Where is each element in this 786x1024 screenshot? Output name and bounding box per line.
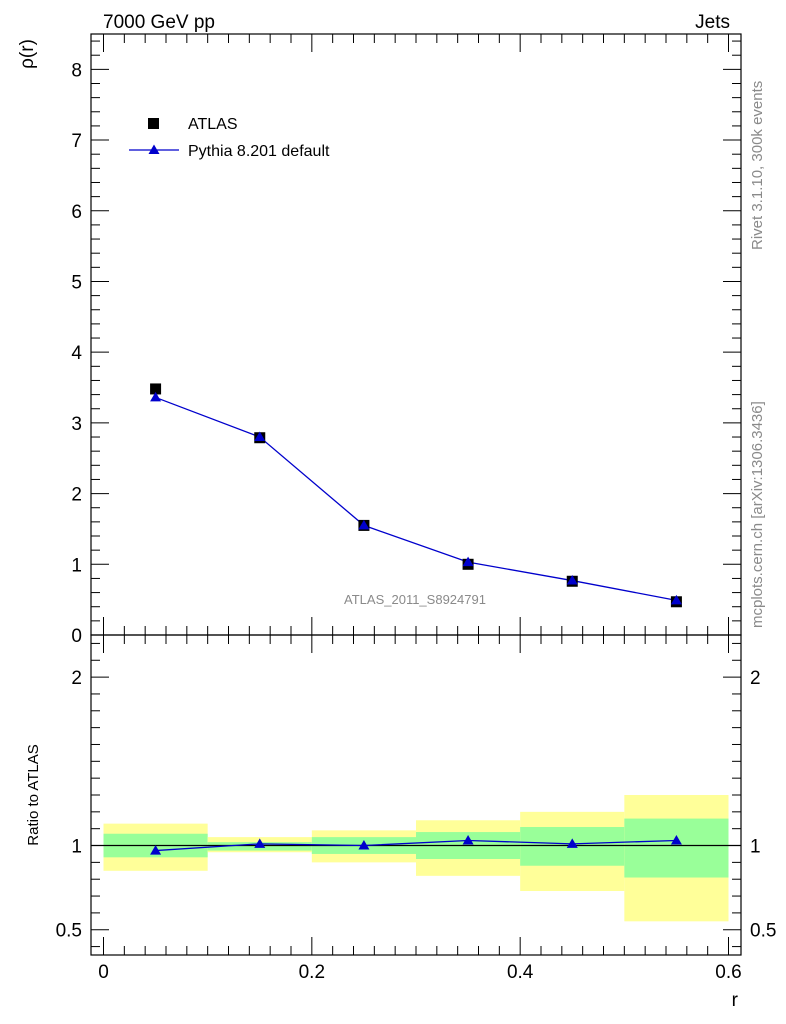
data-series	[150, 383, 682, 855]
mc-ratio-point	[566, 838, 578, 848]
mc-ratio-point	[462, 834, 474, 845]
legend-mc-label: Pythia 8.201 default	[188, 143, 330, 160]
mc-ratio-line	[155, 839, 677, 852]
data-point	[150, 383, 162, 395]
legend-data-marker	[148, 118, 159, 129]
ratio-y-tick-label: 2	[750, 668, 761, 689]
mc-ratio-point	[150, 845, 162, 855]
axis-ticks: 0 0.2 0.4 0.6 0 1 2 3 4 5 6 7 8 0.5 0.5 1 1 2 2	[56, 34, 776, 983]
title-right: Jets	[695, 12, 730, 33]
y-axis-label-ratio: Ratio to ATLAS	[25, 744, 42, 845]
x-tick-label: 0.6	[715, 962, 741, 983]
ratio-y-tick-label: 0.5	[56, 921, 82, 942]
mc-ratio-point	[254, 838, 266, 848]
ratio-y-tick-label: 0.5	[750, 921, 776, 942]
ratio-uncertainty-bands	[91, 795, 741, 922]
mc-point	[358, 519, 370, 530]
x-tick-label: 0	[98, 962, 109, 983]
analysis-label: ATLAS_2011_S8924791	[344, 592, 486, 607]
mc-point	[462, 556, 474, 567]
x-tick-label: 0.4	[507, 962, 534, 983]
x-tick-label: 0.2	[299, 962, 325, 983]
y-tick-label: 1	[71, 555, 82, 576]
ratio-band-inner	[624, 818, 729, 878]
y-tick-label: 3	[71, 414, 82, 435]
mc-ratio-point	[358, 840, 370, 850]
x-axis-label: r	[732, 990, 739, 1011]
rivet-label: Rivet 3.1.10, 300k events	[749, 81, 766, 250]
y-axis-label-main: ρ(r)	[17, 39, 38, 69]
y-tick-label: 4	[71, 343, 82, 364]
legend-mc-marker	[148, 144, 160, 154]
y-tick-label: 5	[71, 272, 82, 293]
ratio-y-tick-label: 2	[71, 668, 82, 689]
mc-point	[566, 575, 578, 585]
title-left: 7000 GeV pp	[103, 12, 215, 33]
y-tick-label: 8	[71, 60, 82, 81]
mc-ratio-point	[670, 834, 682, 845]
y-tick-label: 2	[71, 485, 82, 506]
mc-point	[254, 431, 266, 442]
ratio-y-tick-label: 1	[71, 837, 82, 858]
legend-data-label: ATLAS	[188, 116, 238, 133]
y-tick-label: 0	[71, 626, 82, 647]
mc-point	[150, 391, 162, 402]
mcplots-label: mcplots.cern.ch [arXiv:1306.3436]	[749, 401, 766, 628]
ratio-y-tick-label: 1	[750, 837, 761, 858]
mc-point	[670, 594, 682, 605]
mc-line	[155, 396, 677, 601]
y-tick-label: 7	[71, 131, 82, 152]
legend: ATLAS Pythia 8.201 default	[129, 116, 330, 160]
y-tick-label: 6	[71, 202, 82, 223]
